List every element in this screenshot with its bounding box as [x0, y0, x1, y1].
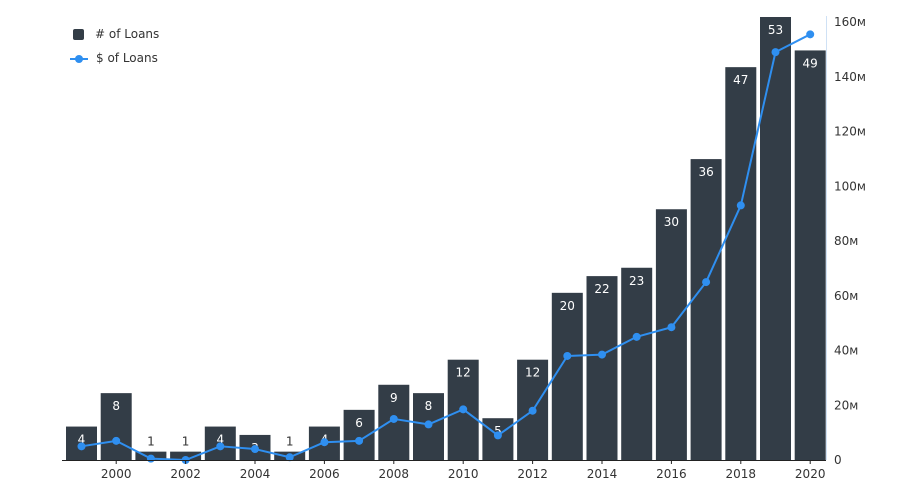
y-right-tick-label: 40м	[834, 344, 858, 358]
amount-point-2013	[563, 351, 572, 360]
y-right-tick-label: 120м	[834, 125, 866, 139]
bars-layer: 48114314698125122022233036475349	[66, 17, 826, 461]
amount-point-1999	[77, 442, 86, 451]
bar-value-label: 1	[147, 435, 155, 449]
bar-swatch-icon	[73, 28, 84, 40]
y-right-tick-label: 100м	[834, 179, 866, 193]
amount-point-2011	[493, 431, 502, 440]
x-tick-label: 2006	[309, 467, 340, 481]
bar-value-label: 49	[803, 56, 818, 70]
amount-point-2015	[632, 332, 641, 341]
bar-2017	[690, 159, 722, 460]
bar-value-label: 36	[698, 165, 713, 179]
y-right-tick-label: 0	[834, 453, 842, 467]
bar-value-label: 5	[494, 424, 502, 438]
amount-point-2006	[320, 438, 329, 447]
bar-value-label: 47	[733, 73, 748, 87]
chart-legend: # of Loans $ of Loans	[70, 22, 159, 70]
amount-point-2014	[598, 350, 606, 359]
bar-2013	[551, 292, 583, 460]
bar-value-label: 22	[594, 282, 609, 296]
amount-point-2018	[736, 201, 745, 210]
x-tick-label: 2018	[726, 467, 757, 481]
bar-2000	[100, 393, 132, 460]
amount-point-2003	[216, 442, 225, 451]
bar-value-label: 8	[112, 399, 120, 413]
bar-2014	[586, 276, 618, 460]
amount-line	[81, 33, 811, 461]
amount-point-2019	[771, 48, 780, 57]
amount-point-2005	[285, 453, 294, 462]
y-right-tick-label: 80м	[834, 234, 858, 248]
legend-label-count: # of Loans	[95, 27, 160, 41]
amount-point-2000	[112, 436, 121, 445]
bar-value-label: 1	[182, 435, 190, 449]
x-tick-label: 2004	[240, 467, 271, 481]
bar-2020	[794, 50, 826, 461]
y-right-tick-label: 20м	[834, 398, 858, 412]
y-right-tick-label: 60м	[834, 289, 858, 303]
x-tick-label: 2016	[656, 467, 687, 481]
x-tick-label: 2020	[795, 467, 826, 481]
bar-value-label: 20	[560, 299, 575, 313]
bar-2015	[621, 267, 653, 460]
amount-point-2009	[424, 420, 433, 429]
bar-2002	[170, 451, 202, 460]
bar-value-label: 23	[629, 274, 644, 288]
x-tick-label: 2008	[379, 467, 410, 481]
bar-value-label: 4	[216, 433, 224, 447]
legend-item-amount[interactable]: $ of Loans	[70, 46, 159, 70]
bar-value-label: 53	[768, 23, 783, 37]
x-tick-label: 2002	[170, 467, 201, 481]
x-tick-label: 2012	[517, 467, 548, 481]
amount-point-2012	[528, 406, 537, 415]
axis-layer: 2000 2002 2004 2006 2008 2010 2012 2014 2016 2018…	[62, 15, 866, 481]
bar-2019	[760, 17, 791, 460]
y-right-tick-label: 160м	[834, 15, 866, 29]
legend-item-count[interactable]: # of Loans	[70, 22, 159, 46]
line-layer	[77, 30, 815, 464]
amount-point-2007	[355, 436, 364, 445]
amount-point-2016	[667, 323, 676, 332]
bar-2016	[655, 209, 687, 460]
x-tick-label: 2010	[448, 467, 479, 481]
amount-point-2001	[146, 454, 155, 463]
bar-value-label: 12	[456, 366, 471, 380]
bar-value-label: 9	[390, 391, 398, 405]
amount-point-2004	[251, 445, 259, 454]
bar-value-label: 1	[286, 435, 294, 449]
x-tick-label: 2000	[101, 467, 132, 481]
y-right-tick-label: 140м	[834, 70, 866, 84]
amount-point-2010	[459, 405, 468, 414]
bar-value-label: 8	[425, 399, 433, 413]
x-tick-label: 2014	[587, 467, 618, 481]
line-marker-icon	[70, 53, 88, 64]
bar-value-label: 12	[525, 366, 540, 380]
bar-2018	[725, 67, 757, 460]
amount-point-2017	[702, 278, 711, 287]
bar-value-label: 30	[664, 215, 679, 229]
legend-label-amount: $ of Loans	[96, 51, 158, 65]
bar-value-label: 6	[355, 416, 363, 430]
amount-point-2008	[389, 414, 398, 423]
bar-value-label: 4	[78, 433, 86, 447]
amount-point-2020	[806, 30, 815, 39]
